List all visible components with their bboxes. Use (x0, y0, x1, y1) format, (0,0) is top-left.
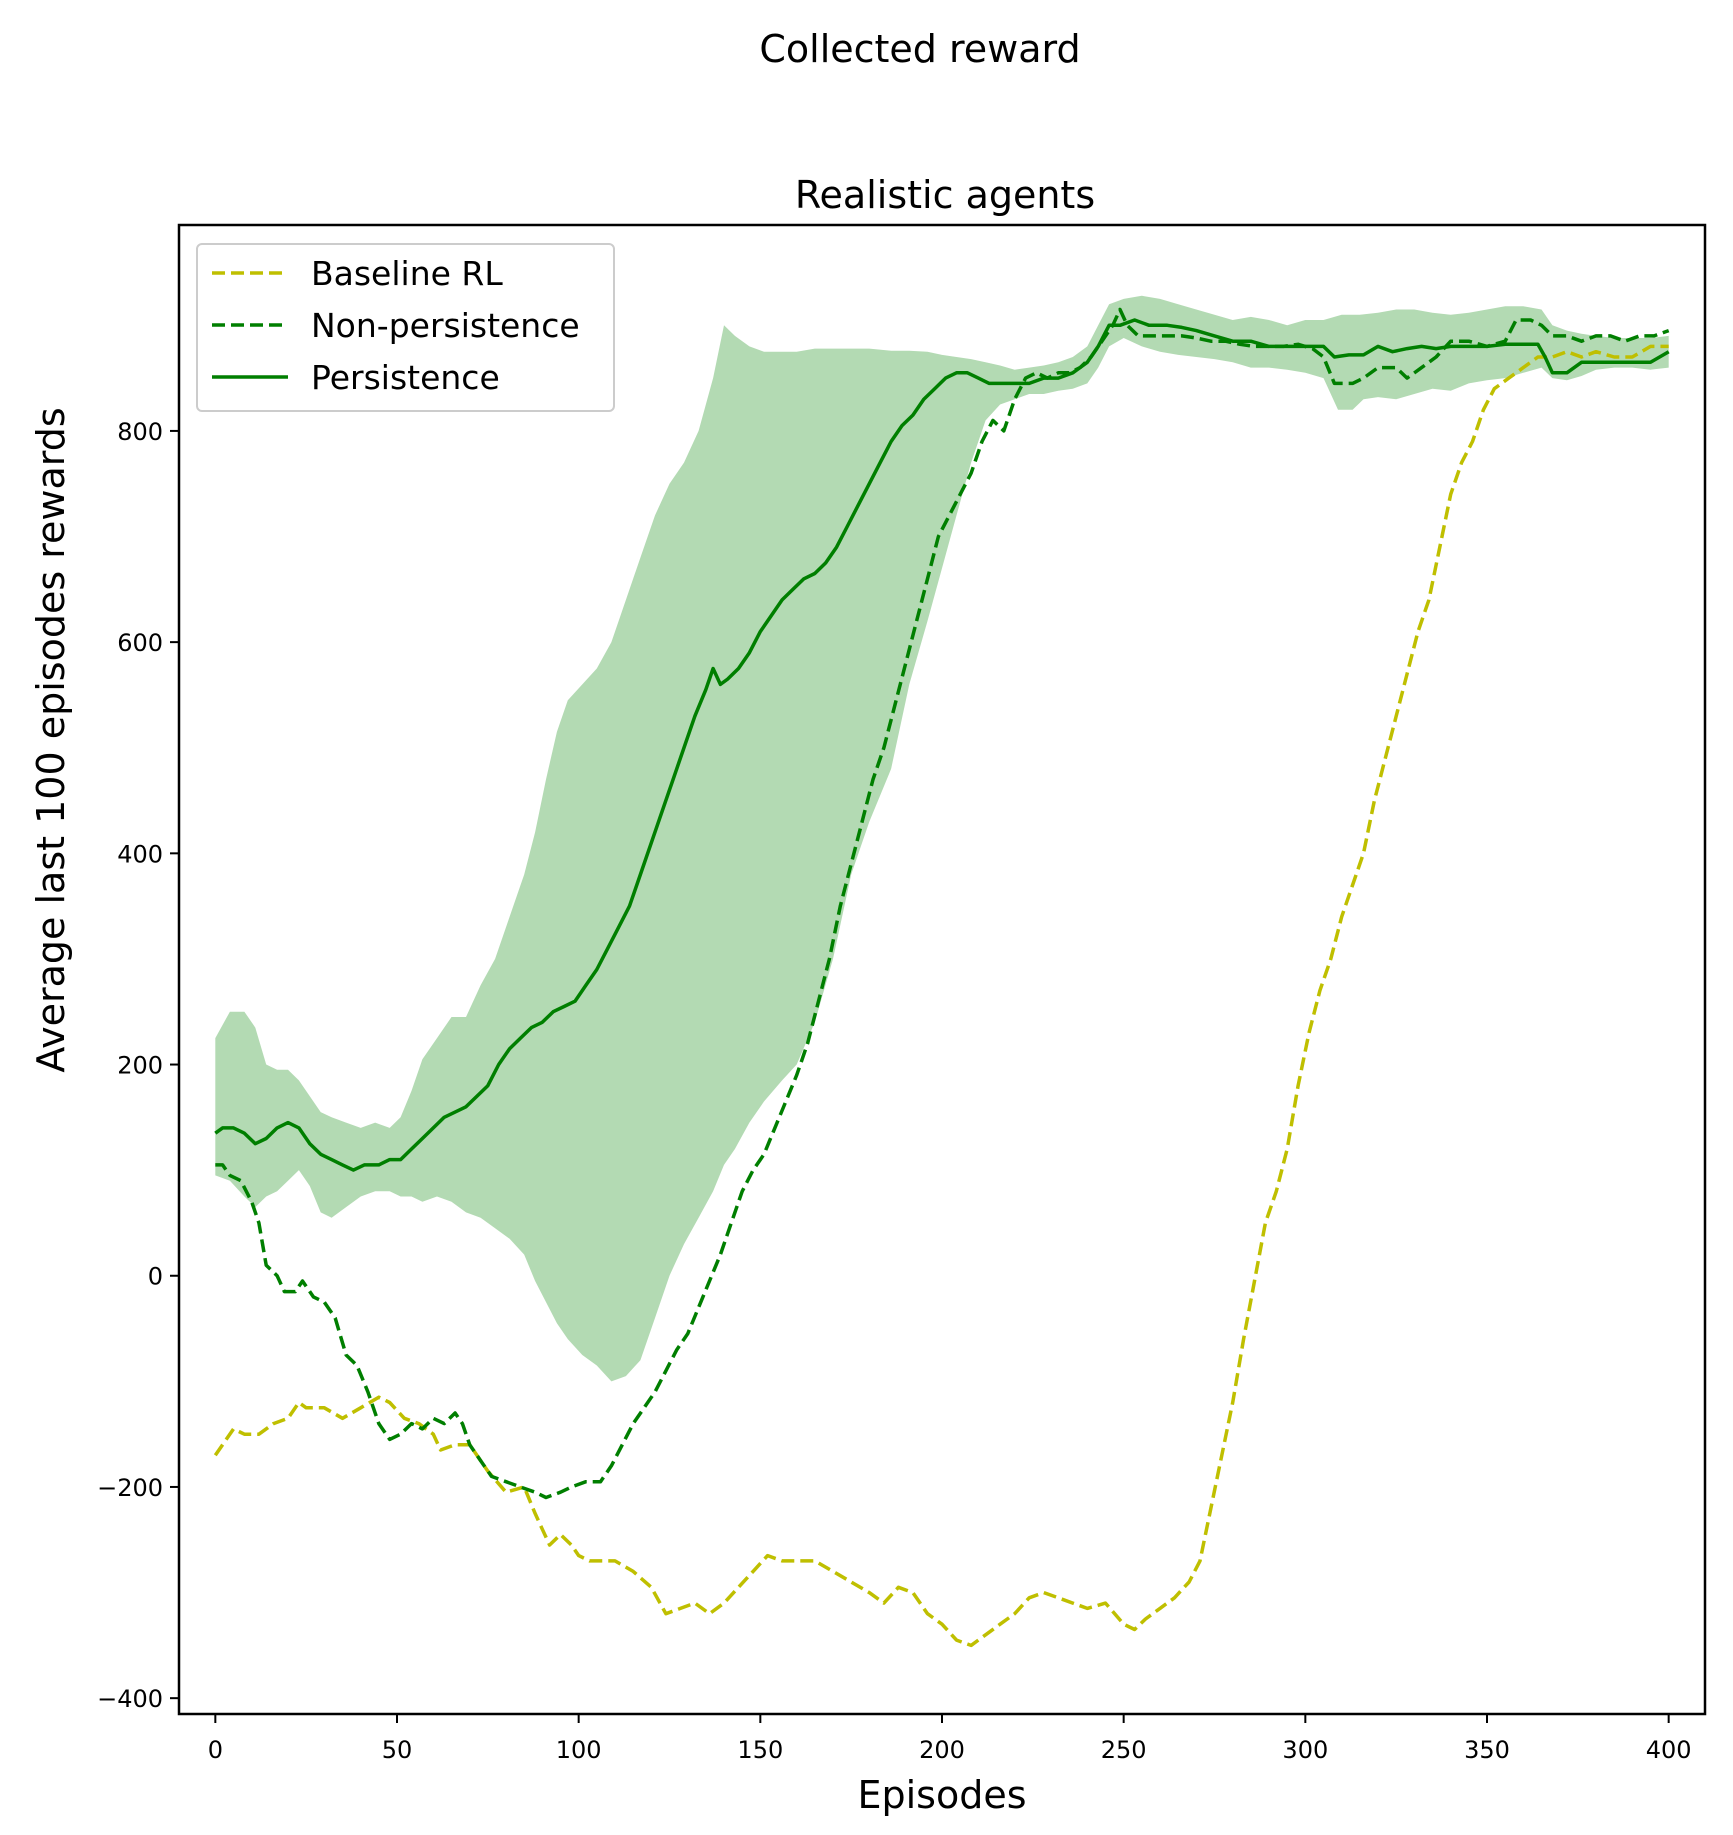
x-tick-label: 50 (382, 1736, 413, 1764)
x-tick-label: 100 (556, 1736, 602, 1764)
y-ticks: −400 −200 0 200 400 600 800 (97, 418, 179, 1713)
non-persistence-line (215, 307, 1670, 1500)
x-ticks: 0 50 100 150 200 250 300 350 400 (208, 1714, 1692, 1764)
legend: Baseline RL Non-persistence Persistence (196, 243, 615, 412)
y-tick-label: 600 (117, 629, 163, 657)
legend-label-persistence: Persistence (311, 358, 500, 397)
suptitle: Collected reward (759, 27, 1080, 71)
x-tick-label: 400 (1646, 1736, 1692, 1764)
legend-label-non-persistence: Non-persistence (311, 306, 580, 345)
band-layer (215, 295, 1669, 1382)
y-tick-label: 400 (117, 840, 163, 868)
chart-title: Realistic agents (795, 173, 1095, 217)
legend-label-baseline: Baseline RL (311, 254, 503, 293)
y-axis-label: Average last 100 episodes rewards (29, 407, 73, 1072)
y-tick-label: −200 (97, 1474, 163, 1502)
legend-box (196, 243, 615, 412)
x-tick-label: 150 (737, 1736, 783, 1764)
x-tick-label: 350 (1464, 1736, 1510, 1764)
baseline-rl-line (213, 344, 1669, 1648)
x-tick-label: 0 (208, 1736, 223, 1764)
x-tick-label: 300 (1282, 1736, 1328, 1764)
y-tick-label: 800 (117, 418, 163, 446)
x-tick-label: 250 (1101, 1736, 1147, 1764)
x-axis-label: Episodes (857, 1773, 1026, 1817)
persistence-range-band (215, 295, 1669, 1382)
series-layer (213, 307, 1670, 1648)
y-tick-label: 200 (117, 1052, 163, 1080)
persistence-line (214, 318, 1670, 1172)
y-tick-label: −400 (97, 1685, 163, 1713)
x-tick-label: 200 (919, 1736, 965, 1764)
y-tick-label: 0 (148, 1263, 163, 1291)
